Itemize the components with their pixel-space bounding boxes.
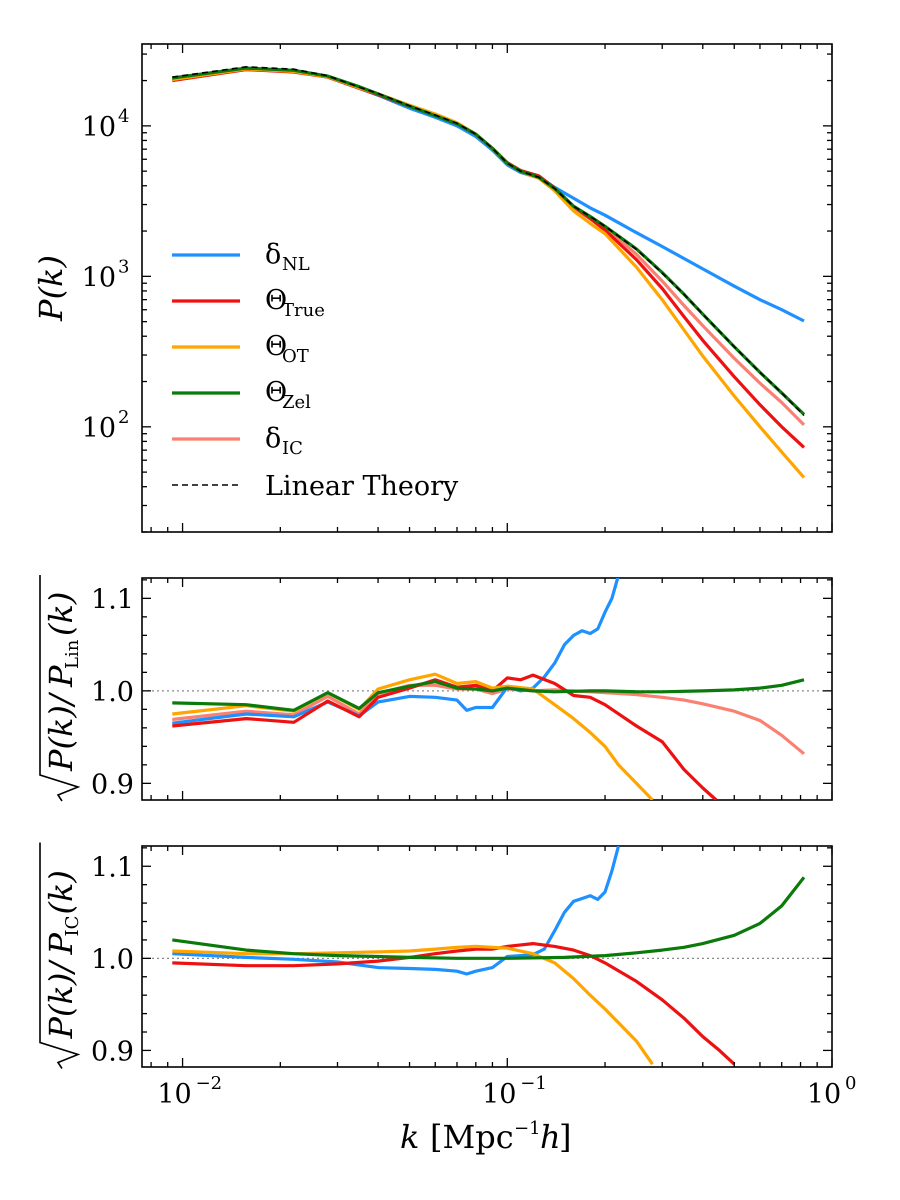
series-line-theta_ot xyxy=(172,944,654,1066)
plot-frame-top xyxy=(141,43,833,533)
xlabel-h: h xyxy=(540,1118,561,1156)
ylabel-denominator-tail: (k) xyxy=(42,870,80,914)
y-tick-label: 0.9 xyxy=(91,1036,134,1067)
ylabel-denominator: P xyxy=(42,933,80,956)
legend-label: Θ xyxy=(265,331,287,362)
x-tick-label: 10 −2 xyxy=(157,1073,222,1110)
svg-text:2: 2 xyxy=(118,407,129,428)
series-line-theta_true xyxy=(172,673,718,800)
legend-entry-linear: Linear Theory xyxy=(172,471,459,502)
y-axis-label-top: P(k) xyxy=(32,255,70,322)
y-tick-label: 10 2 xyxy=(82,407,130,444)
y-tick-label: 1.0 xyxy=(91,677,134,708)
series-line-theta_ot xyxy=(172,672,654,800)
legend-label-sub: Zel xyxy=(282,392,311,413)
plot-frame-bottom xyxy=(141,845,833,1068)
y-tick-label: 1.1 xyxy=(91,852,134,883)
svg-text:3: 3 xyxy=(118,256,129,277)
plot-frame-middle xyxy=(141,577,833,801)
y-axis-label-bottom: P(k)/ PIC(k) xyxy=(39,842,83,1069)
series-line-delta_nl xyxy=(172,846,621,976)
ylabel-numerator: P(k)/ xyxy=(42,959,80,1040)
legend-label: Θ xyxy=(265,285,287,316)
svg-text:4: 4 xyxy=(118,106,129,127)
ylabel-denominator-sub: IC xyxy=(62,916,83,937)
xlabel-close: ] xyxy=(559,1118,571,1156)
legend-label-sub: OT xyxy=(282,346,309,367)
legend-entry-delta_ic: δ IC xyxy=(172,423,303,459)
y-tick-label: 10 3 xyxy=(82,256,130,293)
x-tick-label: 10 0 xyxy=(807,1073,857,1110)
xlabel-unit: [Mpc xyxy=(430,1118,514,1156)
series-line-delta_nl xyxy=(172,67,805,323)
y-tick-label: 0.9 xyxy=(91,769,134,800)
legend-label: Linear Theory xyxy=(265,471,459,502)
xlabel-variable: k xyxy=(400,1118,419,1156)
ylabel-denominator-sub: Lin xyxy=(62,639,83,669)
x-axis-label: k [Mpc −1 h] xyxy=(400,1118,571,1156)
legend-entry-theta_ot: ΘOT xyxy=(172,331,309,367)
series-line-linear xyxy=(172,66,805,417)
sqrt-symbol xyxy=(39,575,81,802)
legend-label: Θ xyxy=(265,377,287,408)
svg-text:0: 0 xyxy=(845,1073,856,1094)
svg-text:10: 10 xyxy=(82,413,116,444)
ylabel-denominator: P xyxy=(42,665,80,688)
x-tick-label: 10 −1 xyxy=(482,1073,547,1110)
series-line-theta_zel xyxy=(172,678,805,712)
xlabel-exponent: −1 xyxy=(514,1118,541,1139)
svg-text:−1: −1 xyxy=(520,1073,547,1094)
svg-text:10: 10 xyxy=(807,1079,841,1110)
y-tick-label: 10 4 xyxy=(82,106,130,143)
legend-label-sub: IC xyxy=(282,438,303,459)
legend-label-sub: NL xyxy=(282,254,310,275)
series-line-theta_true xyxy=(172,942,736,1066)
legend-label: δ xyxy=(265,423,281,454)
ylabel-numerator: P(k)/ xyxy=(42,691,80,772)
legend-label: δ xyxy=(265,239,281,270)
legend-entry-delta_nl: δ NL xyxy=(172,239,310,275)
y-tick-label: 1.1 xyxy=(91,584,134,615)
panel-ratio-ic: 0.91.01.1 10 −2 10 −1 10 0 P(k)/PIC(k) k [Mpc −… xyxy=(39,842,857,1156)
legend-label-sub: True xyxy=(282,300,325,321)
ylabel-denominator-tail: (k) xyxy=(42,592,80,636)
svg-text:10: 10 xyxy=(82,262,116,293)
series-line-theta_zel xyxy=(172,876,806,960)
svg-text:−2: −2 xyxy=(196,1073,223,1094)
svg-text:10: 10 xyxy=(482,1079,516,1110)
svg-text:10: 10 xyxy=(157,1079,191,1110)
sqrt-symbol xyxy=(39,842,81,1069)
y-tick-label: 1.0 xyxy=(91,944,134,975)
svg-text:10: 10 xyxy=(82,112,116,143)
